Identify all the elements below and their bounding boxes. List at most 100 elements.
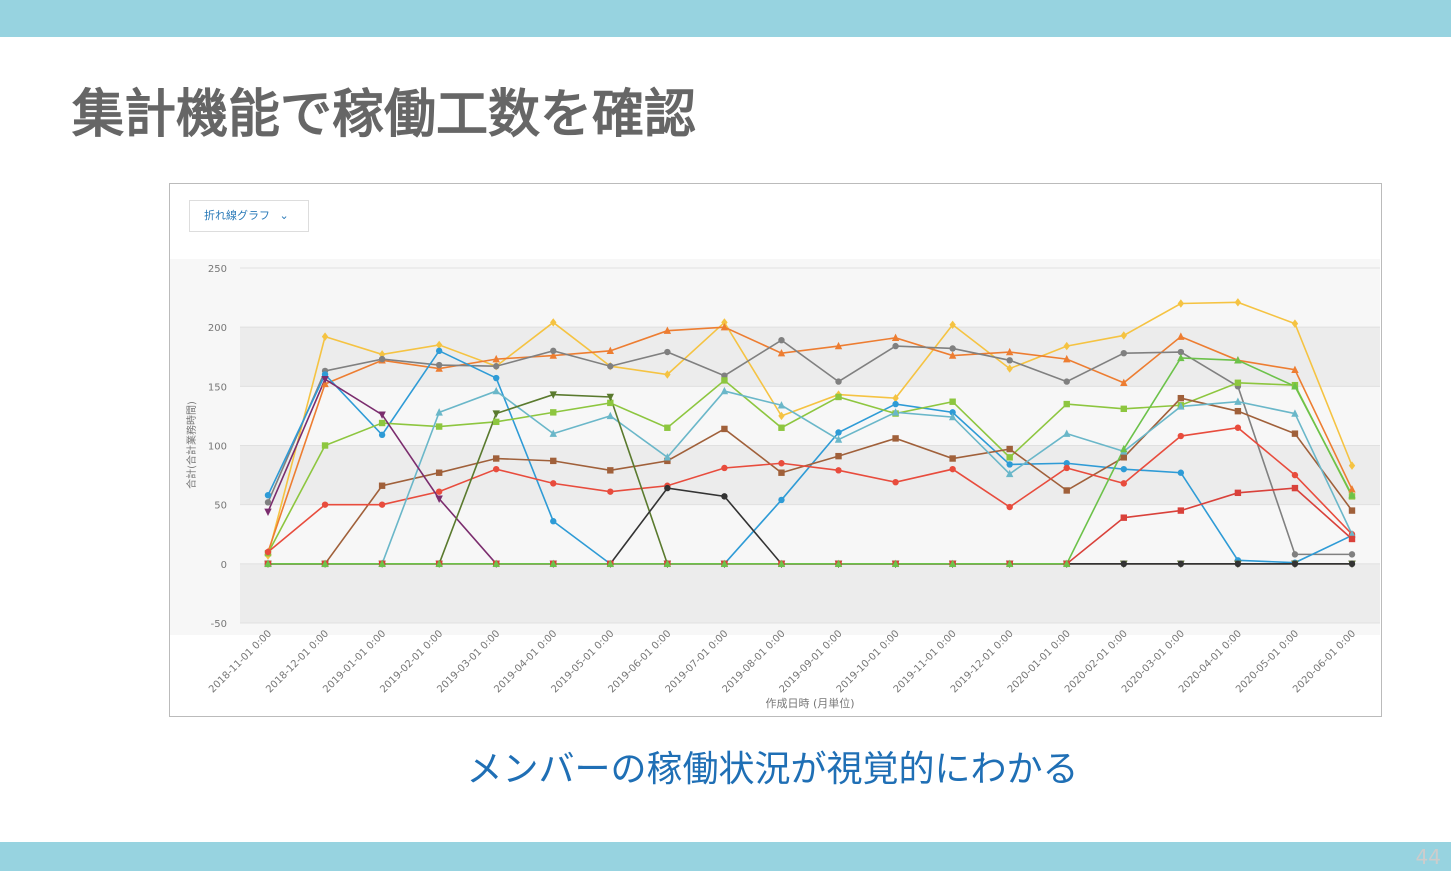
page-number: 44 [1415,845,1441,869]
data-point [550,318,557,327]
data-point [1291,484,1299,492]
data-point [892,435,899,442]
data-point [834,341,843,350]
data-point [606,559,615,568]
x-axis-label: 作成日時 (月単位) [765,696,854,710]
data-point [1348,485,1356,493]
series-line [268,390,1353,565]
data-point [1234,298,1242,307]
series-line [267,326,1353,553]
x-tick-label: 2020-02-01 0:00 [1063,628,1130,695]
data-point [492,354,500,363]
data-point [321,376,329,384]
x-tick-label: 2019-03-01 0:00 [435,628,502,695]
data-point [891,408,900,416]
series-line [267,339,1352,556]
data-point [1348,507,1356,514]
data-point [1120,514,1127,521]
data-point [1291,409,1299,417]
data-point [778,496,785,504]
data-point [264,548,272,556]
data-point [1120,444,1128,453]
data-point [435,361,443,369]
data-point [1348,491,1356,499]
data-point [1177,348,1185,356]
y-tick-label: 100 [208,442,227,453]
data-point [948,559,957,568]
data-point [1291,382,1299,390]
data-point [493,465,500,473]
data-point [1291,319,1299,328]
data-point [493,418,500,426]
data-point [1291,551,1299,558]
data-point [1063,429,1071,437]
bottom-band [0,842,1451,871]
data-point [835,429,842,436]
data-point [835,467,842,474]
data-point [435,423,443,430]
data-point [549,429,557,437]
data-point [1234,560,1242,568]
data-point [1006,445,1013,453]
data-point [1291,365,1299,373]
data-point [550,518,557,525]
x-tick-label: 2019-05-01 0:00 [549,628,616,695]
x-tick-label: 2018-12-01 0:00 [264,628,331,695]
data-point [492,386,500,395]
data-point [1348,551,1356,558]
data-point [1177,299,1185,308]
data-point [1348,535,1356,543]
data-point [949,398,956,405]
data-point [1120,350,1127,357]
x-tick-label: 2019-09-01 0:00 [778,628,845,695]
data-point [378,559,386,568]
series-line [268,357,1353,565]
x-tick-label: 2019-08-01 0:00 [721,628,788,695]
data-point [721,425,728,433]
data-point [1348,461,1356,470]
y-tick-label: 200 [208,323,227,334]
data-point [550,457,557,465]
y-tick-label: -50 [211,619,227,630]
data-point [664,370,671,379]
data-point [1063,559,1071,568]
y-tick-label: 150 [208,382,227,393]
data-point [720,386,729,395]
data-point [378,411,386,419]
data-point [949,345,956,352]
y-tick-label: 50 [214,501,227,512]
data-point [1291,560,1299,568]
data-point [948,351,957,359]
data-point [834,559,843,568]
data-point [435,340,443,350]
data-point [1177,469,1185,476]
data-point [835,452,842,460]
data-point [891,333,900,342]
data-point [493,363,500,370]
data-point [948,412,957,421]
data-point [721,377,728,384]
data-point [1348,530,1356,538]
y-axis-label: 合計(合計業務時間) [185,401,198,489]
x-tick-label: 2018-11-01 0:00 [207,628,274,695]
caption: メンバーの稼働状況が視覚的にわかる [466,749,1079,790]
data-point [378,355,386,363]
data-point [778,411,785,421]
data-point [1120,454,1127,461]
y-tick-label: 0 [221,560,227,571]
data-point [321,379,329,388]
data-point [550,347,557,355]
data-point [1063,460,1070,467]
series-line [267,379,1353,554]
x-tick-label: 2019-06-01 0:00 [606,628,673,695]
data-point [1234,489,1242,497]
data-point [549,559,557,568]
data-point [378,501,386,508]
data-point [834,435,843,443]
data-point [1177,507,1185,514]
data-point [1234,356,1242,364]
data-point [321,501,329,508]
chart-type-dropdown[interactable]: 折れ線グラフ ⌄ [189,200,309,232]
